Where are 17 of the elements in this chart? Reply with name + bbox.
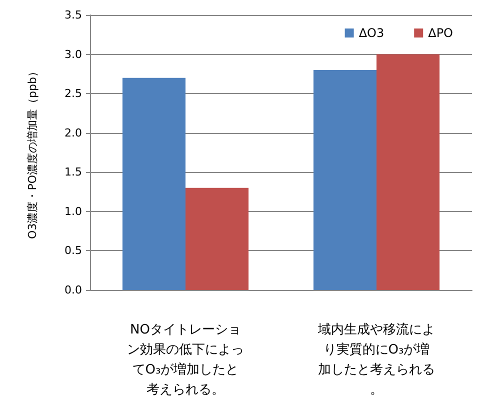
y-tick-label: 1.0 [64, 204, 82, 218]
bar [186, 188, 249, 290]
y-tick-label: 1.5 [64, 166, 82, 179]
x-tick-label: NOタイトレーション効果の低下によってO₃が増加したと考えられる。 [127, 322, 244, 398]
y-tick-label: 0.5 [64, 244, 82, 258]
y-tick-label: 2.0 [64, 126, 82, 140]
y-tick-label: 0.0 [64, 284, 82, 296]
x-tick-label: 域内生成や移流により実質的にO₃が増加したと考えられる。 [317, 322, 435, 398]
y-axis-title: O3濃度・PO濃度の増加量（ppb） [26, 66, 39, 239]
y-tick-label: 3.5 [64, 8, 82, 22]
bar [313, 70, 376, 290]
y-tick-label: 2.5 [64, 87, 82, 100]
legend-label: ΔO3 [358, 26, 384, 40]
bar [122, 78, 186, 290]
bar [376, 54, 440, 290]
legend-label: ΔPO [428, 26, 453, 40]
y-tick-label: 3.0 [64, 48, 82, 61]
